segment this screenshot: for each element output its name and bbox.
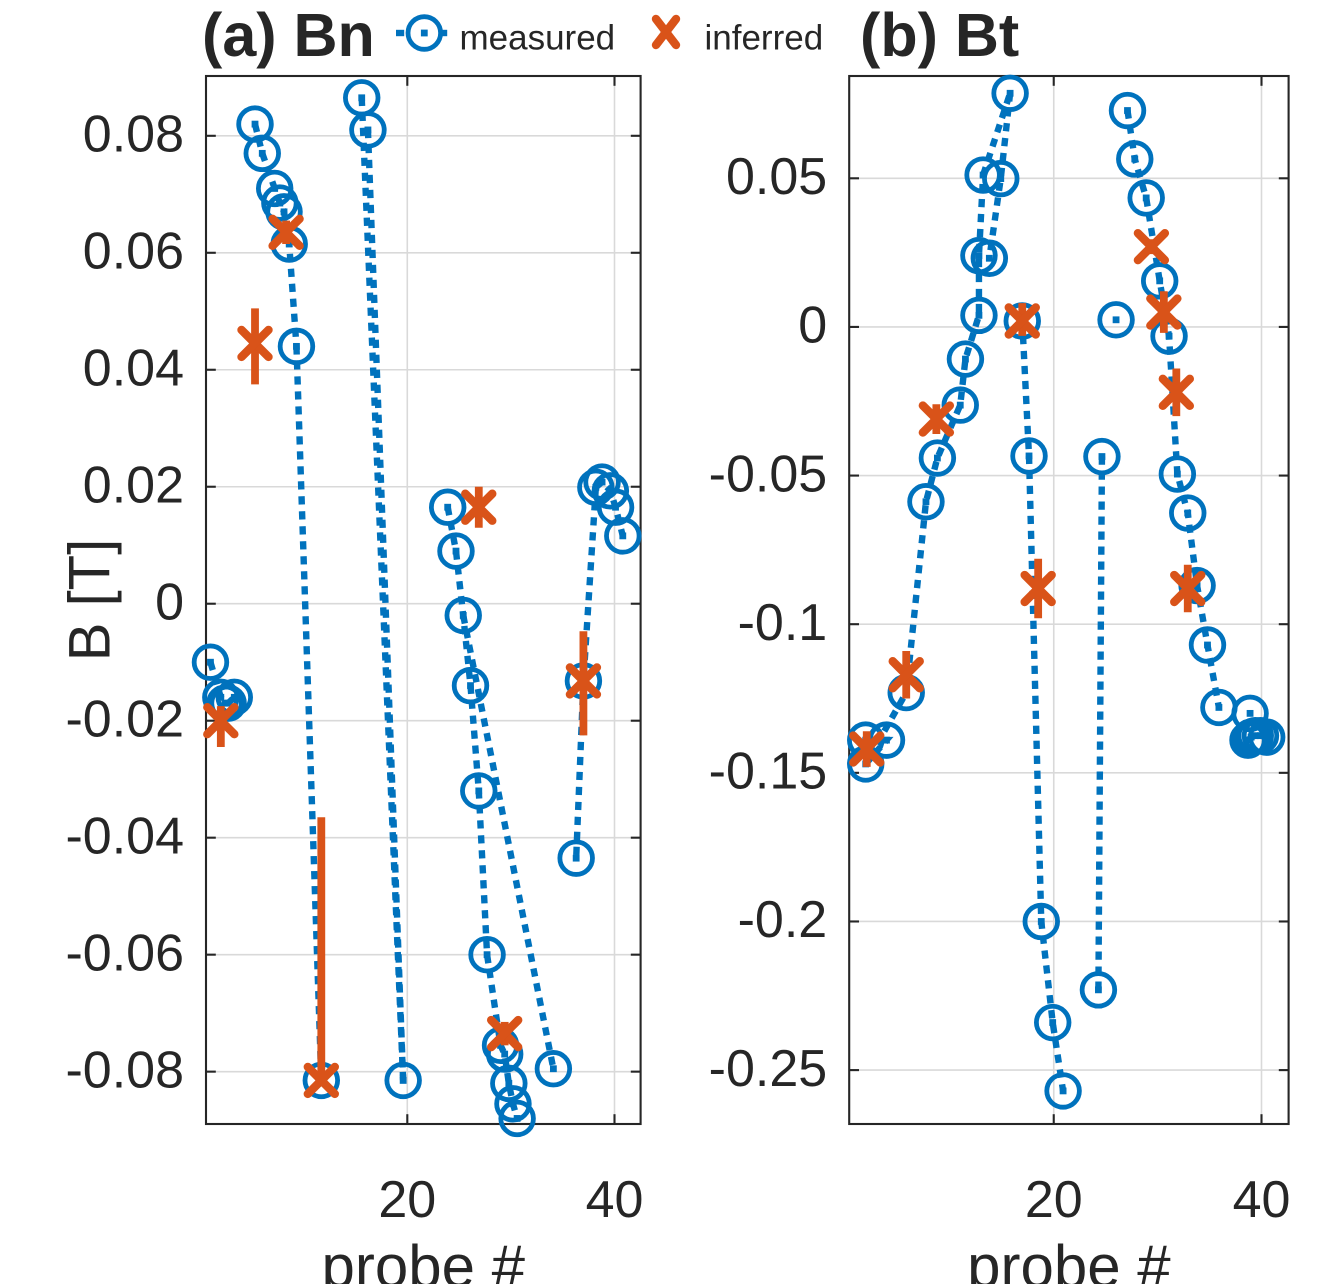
svg-text:0.04: 0.04 (83, 339, 184, 397)
svg-text:0.02: 0.02 (83, 456, 184, 514)
svg-text:-0.2: -0.2 (738, 891, 828, 949)
svg-text:-0.02: -0.02 (65, 690, 184, 748)
svg-text:-0.05: -0.05 (709, 445, 828, 503)
svg-text:(b) Bt: (b) Bt (860, 1, 1019, 69)
svg-text:0.05: 0.05 (726, 148, 827, 206)
svg-text:40: 40 (1233, 1171, 1291, 1229)
svg-text:20: 20 (378, 1171, 436, 1229)
svg-text:0.06: 0.06 (83, 223, 184, 281)
svg-text:-0.1: -0.1 (738, 594, 828, 652)
svg-text:0: 0 (155, 573, 184, 631)
svg-text:0: 0 (798, 297, 827, 355)
svg-text:inferred: inferred (705, 18, 824, 57)
svg-text:(a) Bn: (a) Bn (202, 1, 375, 69)
svg-text:0.08: 0.08 (83, 106, 184, 164)
svg-text:measured: measured (460, 18, 616, 57)
svg-text:40: 40 (586, 1171, 644, 1229)
svg-text:B [T]: B [T] (57, 539, 122, 661)
svg-text:-0.06: -0.06 (65, 924, 184, 982)
svg-text:probe #: probe # (967, 1233, 1171, 1284)
svg-text:20: 20 (1025, 1171, 1083, 1229)
svg-text:-0.08: -0.08 (65, 1041, 184, 1099)
svg-text:-0.04: -0.04 (65, 807, 184, 865)
svg-text:probe #: probe # (322, 1233, 526, 1284)
svg-text:-0.25: -0.25 (709, 1040, 828, 1098)
svg-text:-0.15: -0.15 (709, 743, 828, 801)
